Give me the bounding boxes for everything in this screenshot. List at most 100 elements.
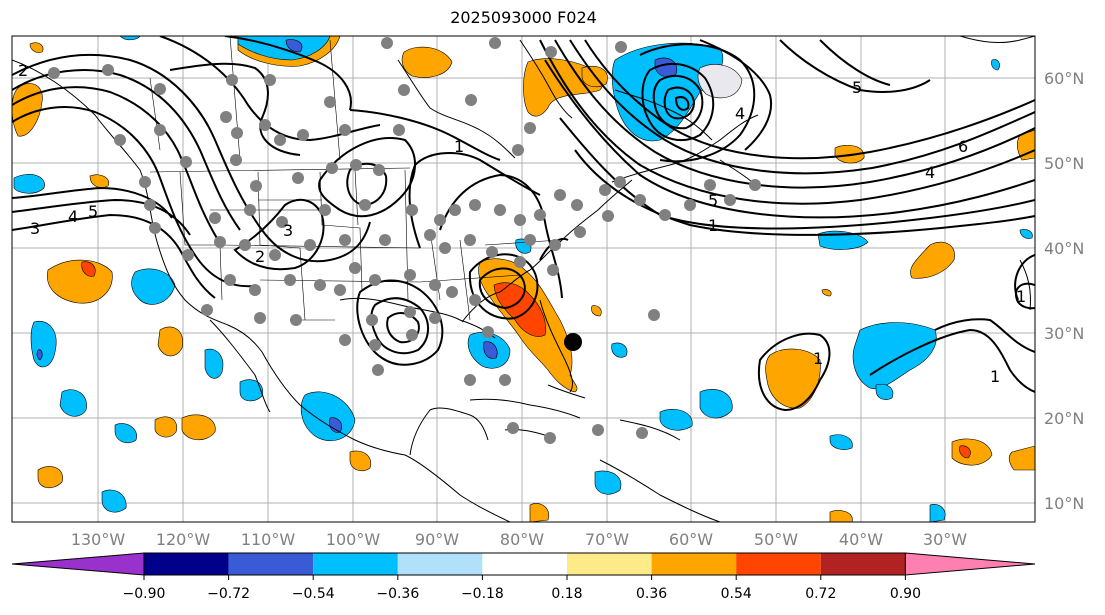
- anomaly-very-light: [697, 64, 743, 99]
- anomaly-strong-negative: [654, 57, 678, 78]
- lon-label: 130°W: [71, 530, 126, 549]
- lon-label: 70°W: [585, 530, 629, 549]
- contour-label: 4: [735, 104, 745, 123]
- anomaly-strong-negative: [36, 349, 43, 361]
- anomaly-negative: [114, 423, 137, 444]
- anomaly-positive: [829, 510, 853, 522]
- anomaly-positive: [529, 503, 550, 522]
- contour-label: 1: [1016, 287, 1026, 306]
- anomaly-negative: [991, 59, 1000, 71]
- colorbar-extend-max: [904, 552, 1036, 576]
- anomaly-negative: [204, 348, 224, 379]
- colorbar-segment: [397, 553, 483, 575]
- colorbar-tick-label: −0.72: [207, 586, 250, 602]
- colorbar-segment: [736, 553, 821, 575]
- lon-label: 50°W: [754, 530, 798, 549]
- anomaly-negative: [239, 379, 263, 402]
- anomaly-negative: [13, 174, 45, 194]
- contour-label: 1: [990, 367, 1000, 386]
- anomaly-positive: [591, 305, 602, 317]
- station-dots: [48, 37, 761, 444]
- contour-label: 1: [813, 349, 823, 368]
- coastlines: [12, 36, 1035, 522]
- anomaly-negative: [101, 489, 127, 513]
- lon-label: 80°W: [500, 530, 544, 549]
- colorbar-segment: [228, 553, 314, 575]
- anomaly-strong-negative: [285, 39, 303, 53]
- contour-label: 1: [708, 216, 718, 235]
- anomaly-positive: [821, 289, 832, 297]
- anomaly-positive: [910, 241, 955, 279]
- anomaly-strong-positive: [493, 282, 546, 337]
- contour-label: 2: [18, 61, 28, 80]
- anomaly-negative: [611, 342, 628, 358]
- anomaly-positive: [47, 259, 113, 304]
- colorbar-tick-label: −0.36: [376, 586, 419, 602]
- colorbar-tick-label: 0.18: [551, 586, 582, 602]
- contour-label: 3: [283, 221, 293, 240]
- lon-label: 90°W: [415, 530, 459, 549]
- lat-label: 30°N: [1044, 324, 1084, 343]
- colorbar: −0.90 −0.72 −0.54 −0.36 −0.18 0.18 0.36 …: [11, 552, 1036, 602]
- anomaly-positive: [1008, 445, 1035, 471]
- lat-label: 60°N: [1044, 69, 1084, 88]
- colorbar-segment: [651, 553, 737, 575]
- anomaly-positive: [401, 46, 453, 78]
- lat-label: 40°N: [1044, 239, 1084, 258]
- lon-label: 100°W: [326, 530, 381, 549]
- lat-label: 50°N: [1044, 154, 1084, 173]
- anomaly-strong-negative: [483, 341, 498, 359]
- anomaly-negative: [594, 470, 622, 495]
- map-frame: [11, 35, 1036, 523]
- contour-label: 2: [255, 247, 265, 266]
- anomaly-strong-positive: [959, 445, 971, 459]
- storm-center-marker: [564, 333, 582, 351]
- contour-label: 6: [958, 137, 968, 156]
- latitude-axis: 60°N 50°N 40°N 30°N 20°N 10°N: [1044, 69, 1084, 513]
- longitude-axis: 130°W 120°W 110°W 100°W 90°W 80°W 70°W 6…: [71, 530, 967, 549]
- colorbar-segment: [567, 553, 652, 575]
- contour-label: 4: [925, 163, 935, 182]
- anomaly-negative: [699, 389, 733, 419]
- colorbar-tick-label: −0.54: [292, 586, 335, 602]
- contour-label: 1: [454, 137, 464, 156]
- anomaly-negative: [875, 383, 894, 400]
- colorbar-segment: [820, 553, 906, 575]
- lat-label: 10°N: [1044, 494, 1084, 513]
- colorbar-segment: [313, 553, 398, 575]
- contour-labels: 1 1 1 1 1 2 2 3 3 4 4 4 5 5 5 6: [18, 61, 1026, 386]
- lon-label: 30°W: [923, 530, 967, 549]
- anomaly-positive: [349, 450, 372, 472]
- colorbar-tick-label: −0.90: [123, 586, 166, 602]
- anomaly-positive: [765, 348, 821, 409]
- lon-label: 40°W: [839, 530, 883, 549]
- contour-label: 5: [852, 78, 862, 97]
- anomaly-negative: [829, 434, 853, 450]
- contour-lines: [12, 36, 1035, 412]
- anomaly-negative: [1019, 229, 1033, 239]
- contour-label: 4: [68, 207, 78, 226]
- contour-label: 5: [708, 191, 718, 210]
- colorbar-extend-min: [11, 552, 145, 576]
- contour-label: 5: [88, 202, 98, 221]
- anomaly-positive: [37, 466, 63, 489]
- colorbar-segment: [482, 553, 567, 575]
- anomaly-negative: [131, 268, 176, 305]
- anomaly-positive: [154, 416, 178, 438]
- colorbar-tick-label: 0.54: [721, 586, 752, 602]
- lon-label: 60°W: [669, 530, 713, 549]
- lon-label: 110°W: [241, 530, 296, 549]
- colorbar-tick-label: 0.72: [805, 586, 836, 602]
- lon-label: 120°W: [156, 530, 211, 549]
- anomaly-negative: [659, 408, 693, 431]
- anomaly-positive: [89, 174, 110, 188]
- lat-label: 20°N: [1044, 409, 1084, 428]
- anomaly-strong-positive: [81, 261, 96, 277]
- anomaly-negative: [929, 504, 946, 522]
- anomaly-negative: [30, 320, 57, 368]
- anomaly-positive: [29, 42, 44, 53]
- colorbar-tick-label: 0.36: [636, 586, 667, 602]
- colorbar-frame: [143, 552, 906, 576]
- contour-label: 3: [30, 219, 40, 238]
- anomaly-positive: [157, 326, 183, 357]
